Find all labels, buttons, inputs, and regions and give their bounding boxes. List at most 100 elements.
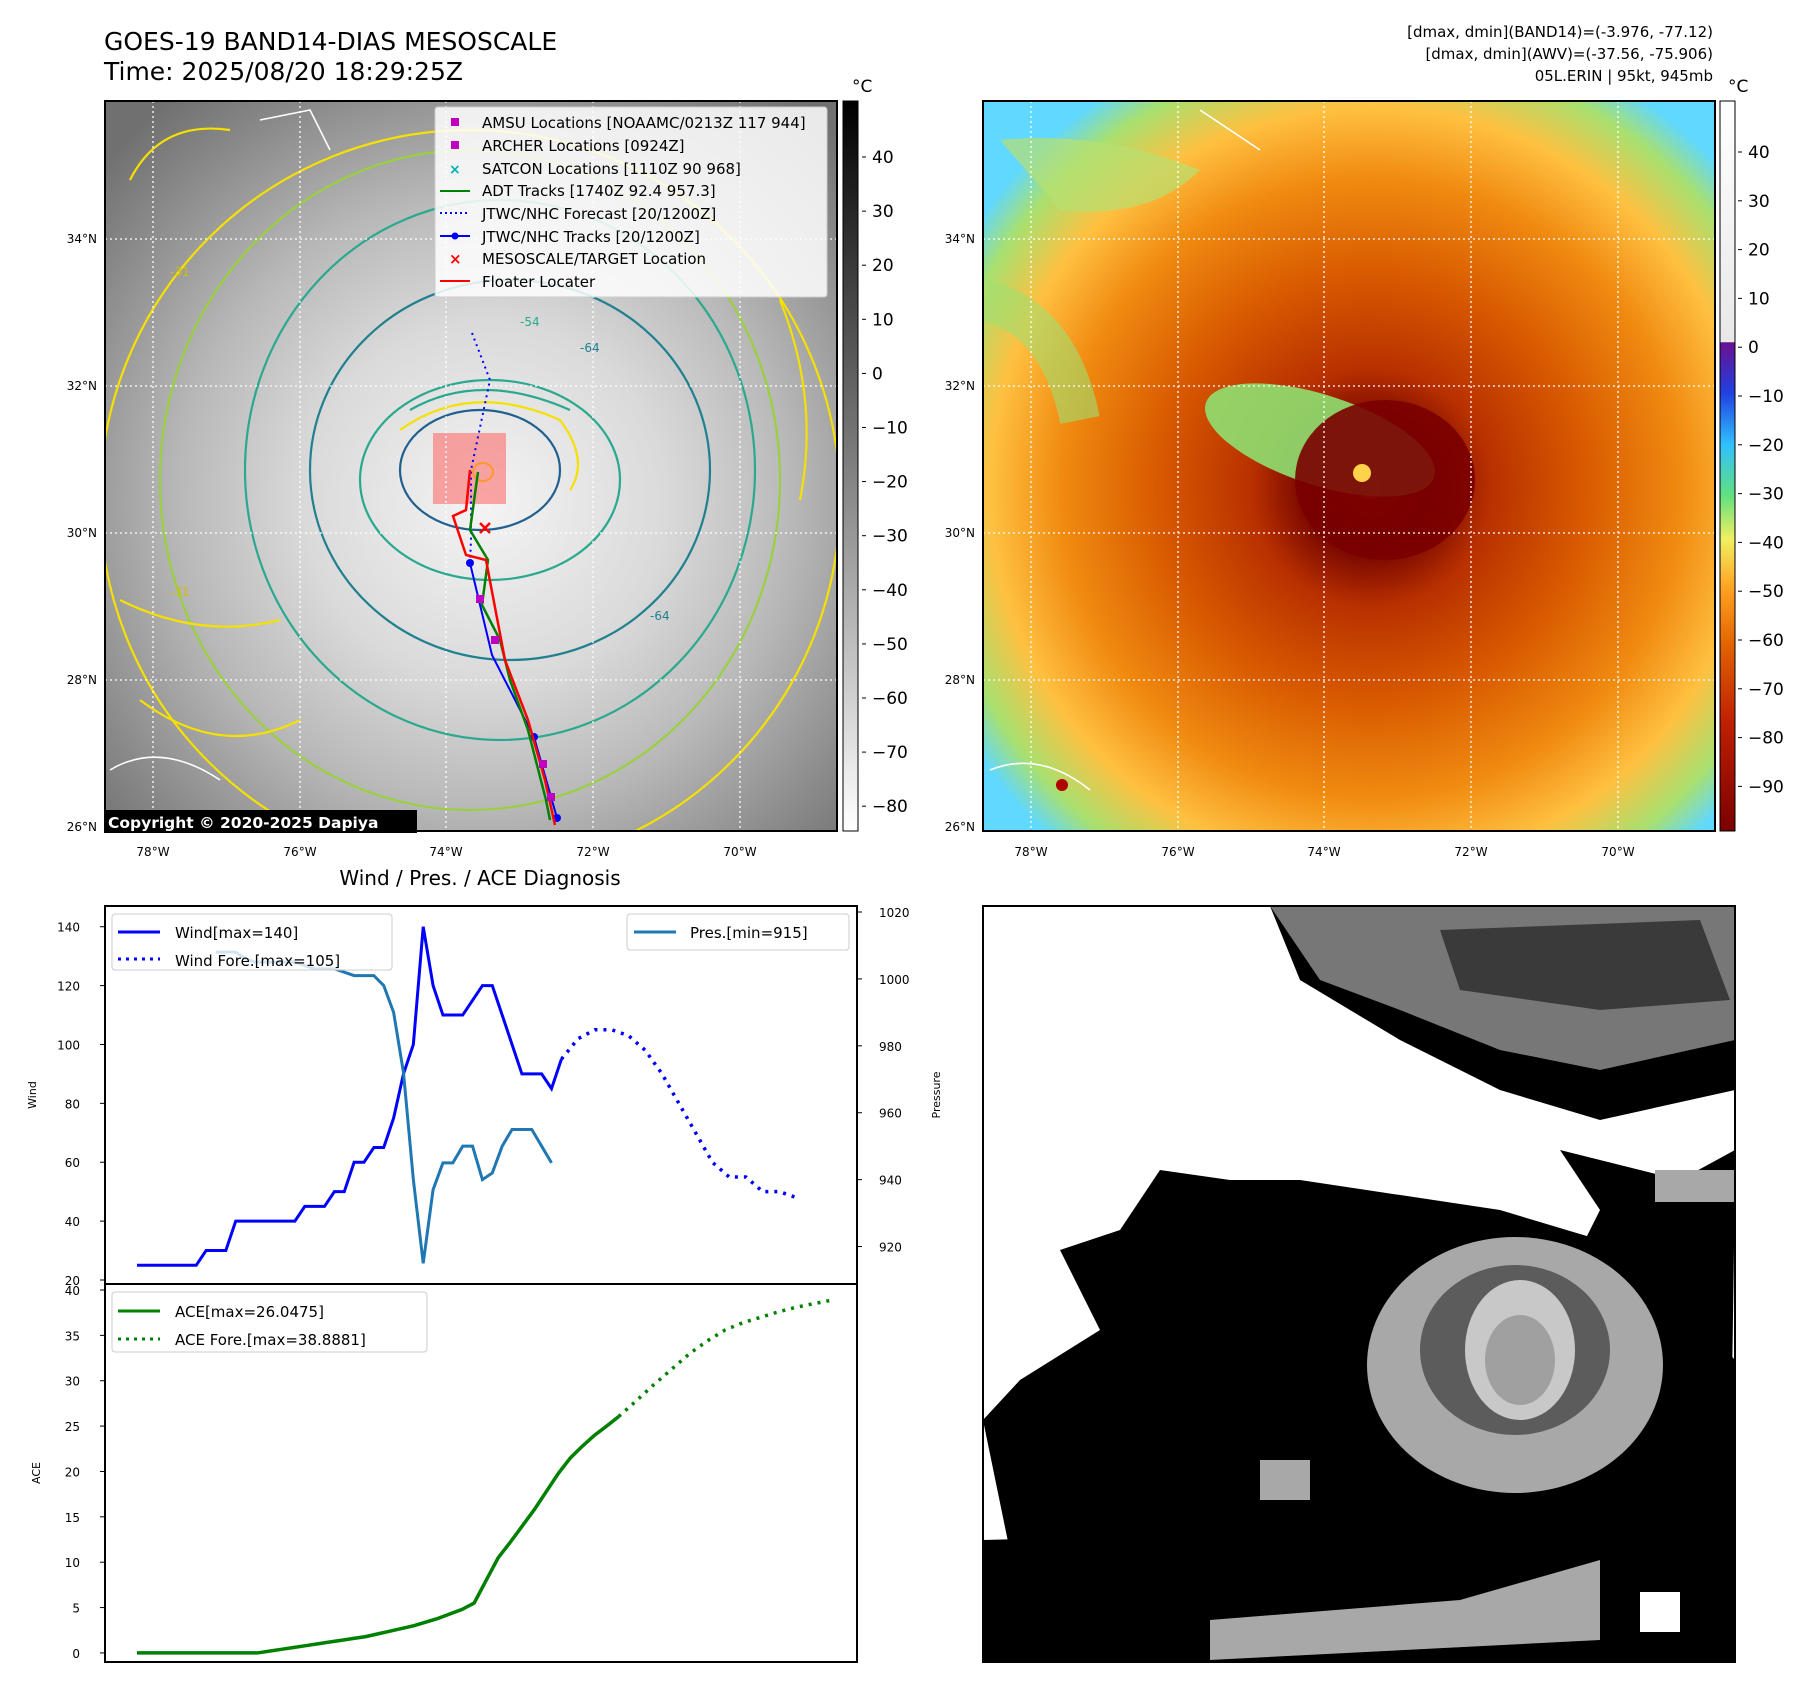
diagnosis-title: Wind / Pres. / ACE Diagnosis xyxy=(339,866,620,890)
ace-tick-label: 15 xyxy=(65,1511,80,1525)
wind-pressure-chart: 140 120 100 80 60 40 20 1020 1000 980 960 940 920 W… xyxy=(26,905,943,1288)
colorbar-tick-label: −80 xyxy=(872,797,908,817)
ace-tick-label: 10 xyxy=(65,1556,80,1570)
colorbar-tick-label: 30 xyxy=(872,202,894,222)
wind-tick-label: 40 xyxy=(65,1215,80,1229)
colorbar-tick-label: −90 xyxy=(1748,777,1784,797)
lon-tick: 78°W xyxy=(1014,845,1047,859)
info-band14-range: [dmax, dmin](BAND14)=(-3.976, -77.12) xyxy=(1407,23,1713,41)
colorbar-tick-label: −10 xyxy=(872,419,908,439)
colorbar-tick-label: −70 xyxy=(872,743,908,763)
wind-tick-label: 140 xyxy=(57,921,80,935)
legend-floater: Floater Locater xyxy=(482,273,596,291)
legend-ace: ACE[max=26.0475] xyxy=(175,1303,324,1321)
lon-tick: 76°W xyxy=(283,845,316,859)
lat-tick: 34°N xyxy=(67,232,97,246)
lon-tick: 74°W xyxy=(1307,845,1340,859)
ace-series-line xyxy=(137,1415,620,1655)
ace-chart: 40 35 30 25 20 15 10 5 0 ACE ACE[max=26.0475] AC… xyxy=(30,1283,858,1663)
lon-tick: 78°W xyxy=(136,845,169,859)
lat-tick: 30°N xyxy=(67,526,97,540)
lat-tick: 28°N xyxy=(945,673,975,687)
wind-tick-label: 20 xyxy=(65,1274,80,1288)
ace-tick-label: 25 xyxy=(65,1420,80,1434)
legend-target: MESOSCALE/TARGET Location xyxy=(482,250,706,268)
gray-colorbar: °C 40 30 20 10 0 −10 −20 −30 −40 −50 −60 −70 −80 xyxy=(842,77,908,832)
pressure-tick-label: 980 xyxy=(879,1040,902,1054)
colorbar-tick-label: 30 xyxy=(1748,192,1770,212)
ace-tick-label: 5 xyxy=(72,1602,80,1616)
colorbar-tick-label: −40 xyxy=(872,581,908,601)
lon-tick: 74°W xyxy=(429,845,462,859)
colorbar-tick-label: 40 xyxy=(1748,143,1770,163)
lat-tick: 28°N xyxy=(67,673,97,687)
colorbar-tick-label: −40 xyxy=(1748,533,1784,553)
ace-tick-label: 40 xyxy=(65,1284,80,1298)
mesoscale-target-box xyxy=(433,433,506,504)
legend-satcon: SATCON Locations [1110Z 90 968] xyxy=(482,160,741,178)
legend-pressure: Pres.[min=915] xyxy=(690,924,808,942)
lon-tick: 76°W xyxy=(1161,845,1194,859)
wind-tick-label: 120 xyxy=(57,980,80,994)
lat-tick: 30°N xyxy=(945,526,975,540)
contour-label: -31 xyxy=(170,265,190,279)
lat-tick: 26°N xyxy=(945,820,975,834)
lat-tick: 26°N xyxy=(67,820,97,834)
colorbar-tick-label: −60 xyxy=(872,689,908,709)
wmg-count: WMG Count: 0 xyxy=(1000,924,1161,948)
colorbar-tick-label: 0 xyxy=(872,364,883,384)
colorbar-tick-label: −50 xyxy=(872,635,908,655)
map-legend: AMSU Locations [NOAAMC/0213Z 117 944] AR… xyxy=(434,106,828,298)
wind-tick-label: 60 xyxy=(65,1156,80,1170)
wind-tick-label: 100 xyxy=(57,1038,80,1052)
copyright: Copyright © 2020-2025 Dapiya xyxy=(108,814,378,832)
colorbar-unit: °C xyxy=(1728,77,1748,97)
info-awv-range: [dmax, dmin](AWV)=(-37.56, -75.906) xyxy=(1425,45,1713,63)
right-map-ticks: 34°N 32°N 30°N 28°N 26°N 78°W 76°W 74°W … xyxy=(945,232,1635,859)
legend-forecast: JTWC/NHC Forecast [20/1200Z] xyxy=(481,205,716,223)
ace-tick-label: 20 xyxy=(65,1465,80,1479)
colorbar-tick-label: −20 xyxy=(872,473,908,493)
pressure-axis-label: Pressure xyxy=(930,1071,943,1118)
contour-label: -64 xyxy=(650,609,670,623)
ace-tick-label: 35 xyxy=(65,1329,80,1343)
color-colorbar: °C 40 30 20 10 0 −10 −20 −30 −40 −50 −60 −70 −80 −90 xyxy=(1719,77,1784,832)
pressure-tick-label: 960 xyxy=(879,1107,902,1121)
colorbar-tick-label: −10 xyxy=(1748,387,1784,407)
legend-wind: Wind[max=140] xyxy=(175,924,298,942)
lon-tick: 72°W xyxy=(576,845,609,859)
colorbar-tick-label: −20 xyxy=(1748,436,1784,456)
colorbar-unit: °C xyxy=(852,77,872,97)
lat-tick: 32°N xyxy=(67,379,97,393)
contour-label: -64 xyxy=(580,341,600,355)
pressure-tick-label: 920 xyxy=(879,1241,902,1255)
pressure-tick-label: 1020 xyxy=(879,906,910,920)
contour-label: -54 xyxy=(520,315,540,329)
legend-adt: ADT Tracks [1740Z 92.4 957.3] xyxy=(482,182,716,200)
legend-tracks: JTWC/NHC Tracks [20/1200Z] xyxy=(481,228,700,246)
lon-tick: 70°W xyxy=(1601,845,1634,859)
ace-forecast-line xyxy=(617,1298,833,1418)
colorbar-tick-label: 10 xyxy=(872,310,894,330)
left-map-ticks: 34°N 32°N 30°N 28°N 26°N 78°W 76°W 74°W … xyxy=(67,232,757,859)
lon-tick: 70°W xyxy=(723,845,756,859)
colorbar-tick-label: −50 xyxy=(1748,582,1784,602)
wind-tick-label: 80 xyxy=(65,1097,80,1111)
colorbar-tick-label: −70 xyxy=(1748,680,1784,700)
legend-amsu: AMSU Locations [NOAAMC/0213Z 117 944] xyxy=(482,114,806,132)
pressure-tick-label: 940 xyxy=(879,1174,902,1188)
colorbar-tick-label: 0 xyxy=(1748,338,1759,358)
figure-title: GOES-19 BAND14-DIAS MESOSCALE xyxy=(104,27,557,56)
ace-tick-label: 30 xyxy=(65,1375,80,1389)
colorbar-tick-label: −60 xyxy=(1748,631,1784,651)
lon-tick: 72°W xyxy=(1454,845,1487,859)
colorbar-tick-label: 40 xyxy=(872,148,894,168)
colorbar-tick-label: 20 xyxy=(872,256,894,276)
lat-tick: 34°N xyxy=(945,232,975,246)
legend-wind-fore: Wind Fore.[max=105] xyxy=(175,952,340,970)
ir-color-map xyxy=(982,100,1716,832)
legend-ace-fore: ACE Fore.[max=38.8881] xyxy=(175,1331,366,1349)
colorbar-tick-label: −30 xyxy=(872,527,908,547)
info-storm: 05L.ERIN | 95kt, 945mb xyxy=(1535,67,1713,85)
colorbar-tick-label: 20 xyxy=(1748,241,1770,261)
